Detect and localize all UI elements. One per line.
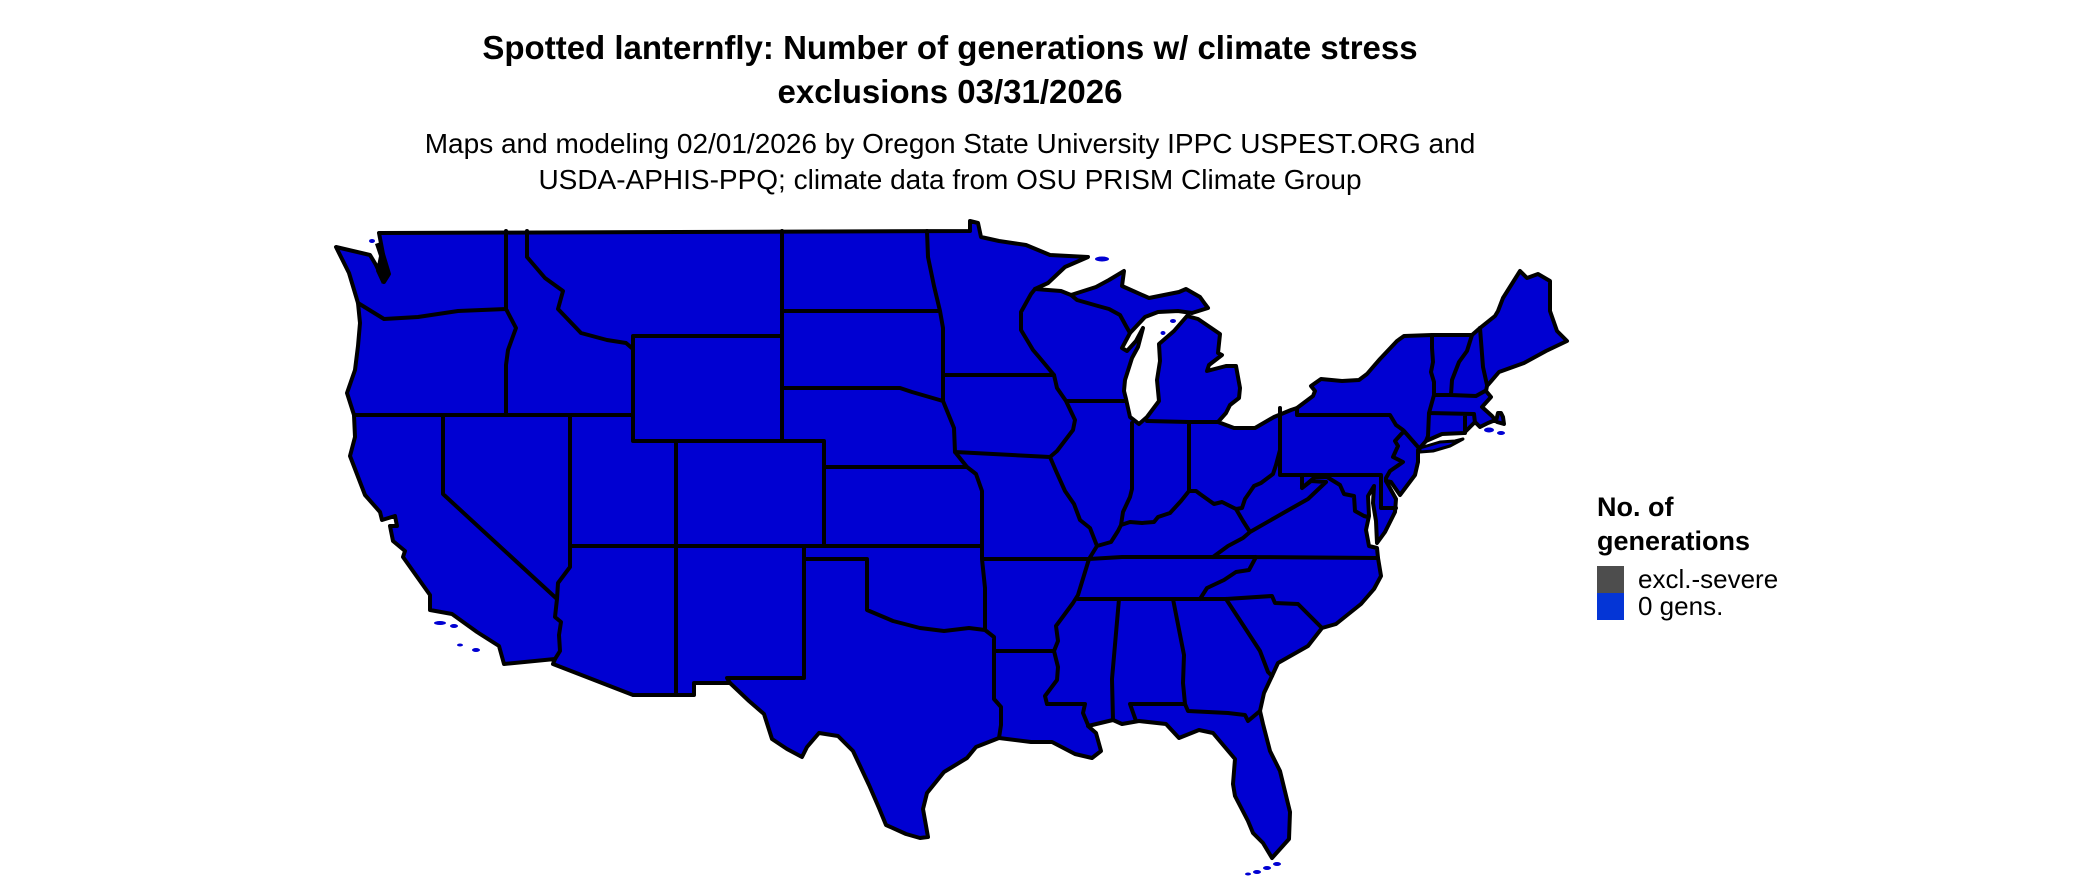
islands (369, 239, 1505, 876)
map-legend: No. of generations excl.-severe 0 gens. (1597, 490, 1917, 621)
state-borders (352, 229, 1489, 740)
zero-gens-swatch-icon (1597, 593, 1624, 620)
legend-title-line-2: generations (1597, 526, 1751, 556)
legend-title-line-1: No. of (1597, 492, 1674, 522)
legend-item-zero-gens: 0 gens. (1597, 591, 1917, 621)
subtitle-line-1: Maps and modeling 02/01/2026 by Oregon S… (424, 128, 1476, 159)
long-island (1418, 437, 1465, 454)
title-line-2: exclusions 03/31/2026 (777, 73, 1123, 110)
excl-severe-swatch-icon (1597, 566, 1624, 593)
page-subtitle: Maps and modeling 02/01/2026 by Oregon S… (0, 126, 1900, 198)
page-title: Spotted lanternfly: Number of generation… (0, 26, 1900, 114)
puget-sound-detail (375, 242, 390, 284)
legend-title: No. of generations (1597, 490, 1917, 558)
subtitle-line-2: USDA-APHIS-PPQ; climate data from OSU PR… (538, 164, 1362, 195)
legend-item-excl-severe: excl.-severe (1597, 564, 1917, 594)
us-choropleth-map (334, 219, 1569, 876)
legend-label-excl-severe: excl.-severe (1638, 564, 1779, 594)
legend-label-zero-gens: 0 gens. (1638, 591, 1724, 621)
map-land-group (334, 219, 1569, 876)
us-outline (334, 219, 1569, 860)
title-line-1: Spotted lanternfly: Number of generation… (482, 29, 1418, 66)
figure-header: Spotted lanternfly: Number of generation… (0, 26, 1900, 198)
legend-rows: excl.-severe 0 gens. (1597, 564, 1917, 621)
